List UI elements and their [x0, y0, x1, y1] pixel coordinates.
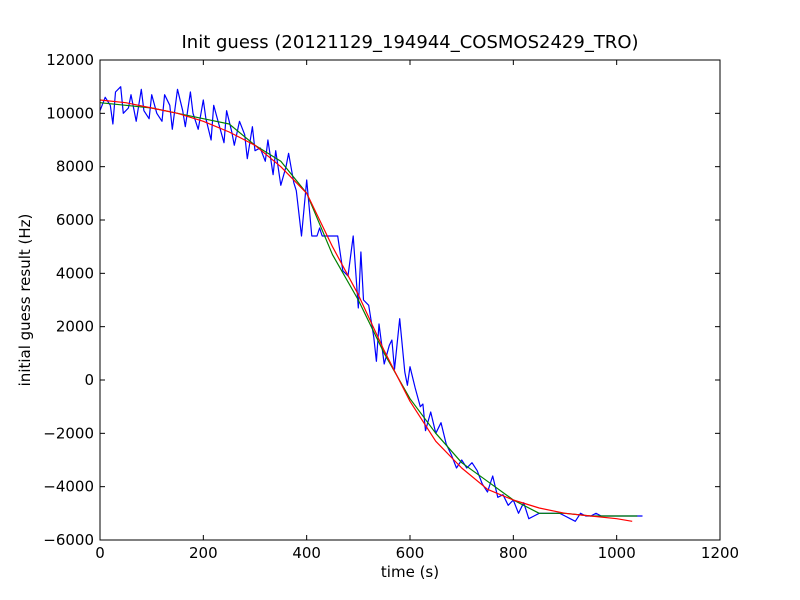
x-tick-label: 800 — [499, 544, 528, 562]
y-tick-label: 10000 — [46, 104, 94, 122]
y-tick-label: −2000 — [43, 424, 94, 442]
x-tick-label: 600 — [396, 544, 425, 562]
y-tick-label: −4000 — [43, 478, 94, 496]
y-tick-label: −6000 — [43, 531, 94, 549]
x-tick-label: 1000 — [598, 544, 636, 562]
y-axis-label: initial guess result (Hz) — [16, 214, 34, 387]
x-tick-label: 0 — [95, 544, 105, 562]
x-tick-label: 200 — [189, 544, 218, 562]
y-tick-label: 0 — [84, 371, 94, 389]
x-tick-label: 1200 — [701, 544, 739, 562]
tick-layer: 0 200 400 600 800 1000 1200 −6000 −4000 −2000 0 200… — [43, 51, 739, 562]
plot-area — [100, 60, 720, 540]
x-tick-label: 400 — [292, 544, 321, 562]
x-axis-label: time (s) — [381, 563, 439, 581]
y-tick-label: 8000 — [56, 158, 94, 176]
series-layer — [99, 86, 643, 522]
y-tick-label: 2000 — [56, 318, 94, 336]
plot-frame — [99, 59, 721, 541]
series-line-fit — [99, 99, 633, 522]
y-tick-label: 12000 — [46, 51, 94, 69]
series-line-smoothed — [99, 102, 638, 517]
series-line-raw — [99, 86, 643, 522]
chart-title: Init guess (20121129_194944_COSMOS2429_T… — [181, 32, 638, 53]
y-tick-label: 4000 — [56, 264, 94, 282]
y-tick-label: 6000 — [56, 211, 94, 229]
